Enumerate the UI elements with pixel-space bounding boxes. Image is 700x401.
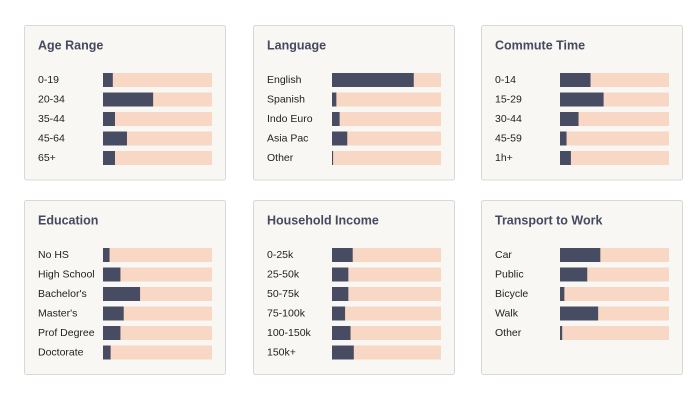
category-label: 100-150k bbox=[267, 327, 312, 339]
bar bbox=[332, 73, 414, 87]
panel-title: Transport to Work bbox=[495, 213, 602, 227]
bar bbox=[103, 112, 115, 126]
bar bbox=[332, 151, 334, 165]
bar bbox=[103, 345, 111, 360]
bar bbox=[103, 306, 124, 321]
bar-track bbox=[103, 345, 212, 360]
category-label: Walk bbox=[495, 307, 519, 319]
category-label: 75-100k bbox=[267, 307, 306, 319]
bar-track bbox=[332, 112, 441, 126]
category-label: Spanish bbox=[267, 93, 305, 105]
bar-track bbox=[103, 73, 212, 87]
category-label: 45-59 bbox=[495, 132, 522, 144]
category-label: 1h+ bbox=[495, 152, 513, 164]
bar bbox=[332, 112, 340, 126]
category-label: Doctorate bbox=[38, 346, 84, 358]
bar bbox=[103, 267, 121, 282]
category-label: Other bbox=[495, 327, 522, 339]
bar-track bbox=[103, 326, 212, 340]
bar-track bbox=[560, 151, 669, 165]
category-label: 65+ bbox=[38, 152, 56, 164]
category-label: English bbox=[267, 74, 302, 86]
category-label: 50-75k bbox=[267, 288, 300, 300]
category-label: 30-44 bbox=[495, 113, 522, 125]
bar-track bbox=[560, 287, 669, 301]
bar-track bbox=[103, 306, 212, 321]
bar-track bbox=[560, 131, 669, 146]
bar bbox=[560, 287, 565, 301]
bar-track bbox=[103, 151, 212, 165]
category-label: 15-29 bbox=[495, 93, 522, 105]
panel-title: Language bbox=[267, 38, 326, 52]
bar-track bbox=[332, 345, 441, 360]
category-label: Master's bbox=[38, 307, 77, 319]
bar-track bbox=[332, 131, 441, 146]
bar bbox=[332, 287, 349, 301]
bar-track bbox=[560, 112, 669, 126]
bar-track bbox=[103, 267, 212, 282]
category-label: 0-19 bbox=[38, 74, 59, 86]
panel-title: Education bbox=[38, 213, 98, 227]
category-label: 25-50k bbox=[267, 268, 300, 280]
bar-track bbox=[332, 306, 441, 321]
bar bbox=[103, 151, 115, 165]
bar bbox=[103, 92, 154, 107]
category-label: Indo Euro bbox=[267, 113, 313, 125]
category-label: 45-64 bbox=[38, 132, 65, 144]
category-label: 150k+ bbox=[267, 346, 296, 358]
category-label: 20-34 bbox=[38, 93, 65, 105]
bar bbox=[103, 326, 121, 340]
category-label: 35-44 bbox=[38, 113, 65, 125]
category-label: 0-14 bbox=[495, 74, 516, 86]
bar bbox=[560, 92, 604, 107]
bar-track bbox=[332, 92, 441, 107]
category-label: Bicycle bbox=[495, 288, 528, 300]
bar bbox=[560, 306, 599, 321]
category-label: Car bbox=[495, 249, 512, 261]
bar bbox=[560, 267, 588, 282]
bar bbox=[560, 151, 571, 165]
bar-track bbox=[103, 248, 212, 262]
panel-title: Age Range bbox=[38, 38, 103, 52]
bar-track bbox=[103, 131, 212, 146]
bar bbox=[332, 248, 353, 262]
category-label: Asia Pac bbox=[267, 132, 308, 144]
bar-track bbox=[103, 112, 212, 126]
bar bbox=[103, 73, 113, 87]
bar bbox=[332, 306, 346, 321]
bar bbox=[332, 131, 348, 146]
bar bbox=[332, 92, 337, 107]
category-label: High School bbox=[38, 268, 95, 280]
bar-track bbox=[332, 248, 441, 262]
category-label: Bachelor's bbox=[38, 288, 87, 300]
category-label: 0-25k bbox=[267, 249, 294, 261]
bar bbox=[103, 131, 127, 146]
category-label: Prof Degree bbox=[38, 327, 95, 339]
bar bbox=[560, 112, 579, 126]
bar bbox=[103, 248, 110, 262]
bar-track bbox=[332, 326, 441, 340]
category-label: Public bbox=[495, 268, 524, 280]
bar bbox=[103, 287, 141, 301]
bar bbox=[560, 131, 567, 146]
bar bbox=[560, 326, 563, 340]
bar bbox=[560, 248, 601, 262]
bar-track bbox=[332, 151, 441, 165]
category-label: Other bbox=[267, 152, 294, 164]
bar bbox=[332, 326, 351, 340]
bar-track bbox=[560, 326, 669, 340]
bar bbox=[332, 345, 354, 360]
bar bbox=[332, 267, 349, 282]
bar-track bbox=[332, 267, 441, 282]
category-label: No HS bbox=[38, 249, 69, 261]
panel-title: Commute Time bbox=[495, 38, 585, 52]
panel-title: Household Income bbox=[267, 213, 379, 227]
bar-track bbox=[332, 287, 441, 301]
bar bbox=[560, 73, 591, 87]
